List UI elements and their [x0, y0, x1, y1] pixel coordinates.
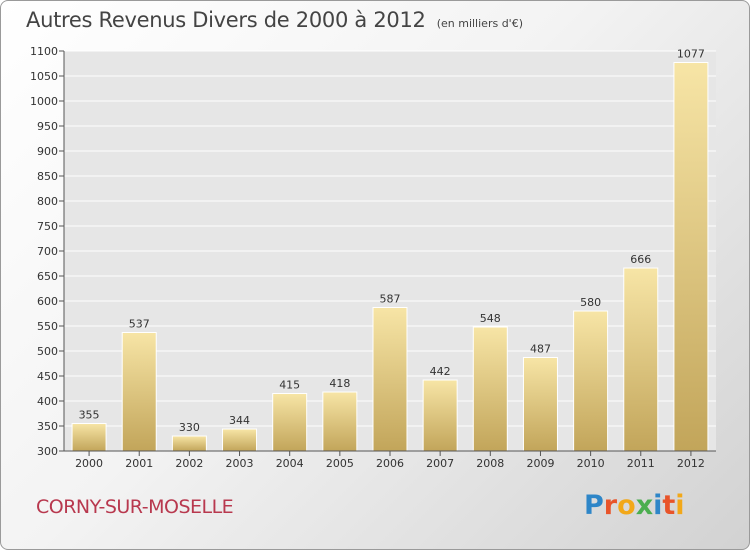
- x-tick-label: 2000: [75, 457, 103, 470]
- x-tick-label: 2004: [276, 457, 304, 470]
- bar: [573, 310, 609, 452]
- y-tick-label: 350: [37, 420, 58, 433]
- x-tick-label: 2006: [376, 457, 404, 470]
- y-tick-label: 1100: [30, 45, 58, 58]
- y-tick-label: 750: [37, 220, 58, 233]
- bar: [372, 307, 408, 452]
- y-tick-label: 850: [37, 170, 58, 183]
- y-tick-label: 1050: [30, 70, 58, 83]
- y-tick-label: 600: [37, 295, 58, 308]
- bar: [673, 62, 709, 452]
- bar: [322, 391, 358, 452]
- logo-letter: o: [617, 490, 636, 521]
- axes: 300 350 400 450 500 550 600 650 700 750 800 850 900 9…: [30, 45, 716, 470]
- logo-letter: r: [603, 490, 618, 521]
- y-tick-label: 650: [37, 270, 58, 283]
- bar: [272, 393, 308, 452]
- y-tick-label: 400: [37, 395, 58, 408]
- commune-name: CORNY-SUR-MOSELLE: [36, 496, 234, 518]
- logo-letter: P: [584, 490, 604, 521]
- bar-value-label: 442: [430, 365, 451, 378]
- x-tick-label: 2005: [326, 457, 354, 470]
- x-tick-label: 2009: [526, 457, 554, 470]
- x-tick-label: 2003: [226, 457, 254, 470]
- y-tick-label: 950: [37, 120, 58, 133]
- y-tick-label: 800: [37, 195, 58, 208]
- logo-letter: i: [675, 490, 685, 521]
- bar-value-label: 344: [229, 414, 250, 427]
- x-tick-label: 2012: [677, 457, 705, 470]
- x-tick-label: 2011: [627, 457, 655, 470]
- y-tick-label: 450: [37, 370, 58, 383]
- x-tick-label: 2010: [577, 457, 605, 470]
- bar-value-label: 580: [580, 296, 601, 309]
- y-tick-label: 900: [37, 145, 58, 158]
- chart-title-text: Autres Revenus Divers de 2000 à 2012: [26, 8, 426, 32]
- y-tick-label: 300: [37, 445, 58, 458]
- logo-letter: t: [662, 490, 676, 521]
- bar-value-label: 537: [129, 318, 150, 331]
- bar-value-label: 418: [329, 377, 350, 390]
- chart-unit: (en milliers d'€): [436, 17, 523, 30]
- bar: [171, 435, 207, 452]
- bar-value-label: 487: [530, 343, 551, 356]
- bar: [623, 267, 659, 452]
- y-tick-label: 1000: [30, 95, 58, 108]
- bar: [121, 332, 157, 452]
- y-tick-label: 550: [37, 320, 58, 333]
- logo-letter: i: [653, 490, 663, 521]
- bar: [472, 326, 508, 452]
- x-tick-label: 2008: [476, 457, 504, 470]
- y-tick-label: 500: [37, 345, 58, 358]
- bar-value-label: 666: [630, 253, 651, 266]
- chart-title: Autres Revenus Divers de 2000 à 2012 (en…: [26, 8, 523, 32]
- x-tick-label: 2007: [426, 457, 454, 470]
- proxiti-logo[interactable]: Proxiti: [584, 490, 685, 521]
- bar-value-label: 548: [480, 312, 501, 325]
- logo-letter: x: [635, 490, 654, 521]
- bar-value-label: 415: [279, 379, 300, 392]
- bar-value-label: 1077: [677, 48, 705, 61]
- bar-value-label: 330: [179, 421, 200, 434]
- x-tick-label: 2002: [175, 457, 203, 470]
- bars: 355 537 330 344 415 418 587 442 548 487 580 666 1077: [71, 48, 709, 452]
- bar: [222, 428, 258, 452]
- bar: [71, 423, 107, 452]
- y-tick-label: 700: [37, 245, 58, 258]
- bar: [422, 379, 458, 452]
- bar: [522, 357, 558, 452]
- x-tick-label: 2001: [125, 457, 153, 470]
- bar-value-label: 587: [380, 293, 401, 306]
- bar-value-label: 355: [79, 409, 100, 422]
